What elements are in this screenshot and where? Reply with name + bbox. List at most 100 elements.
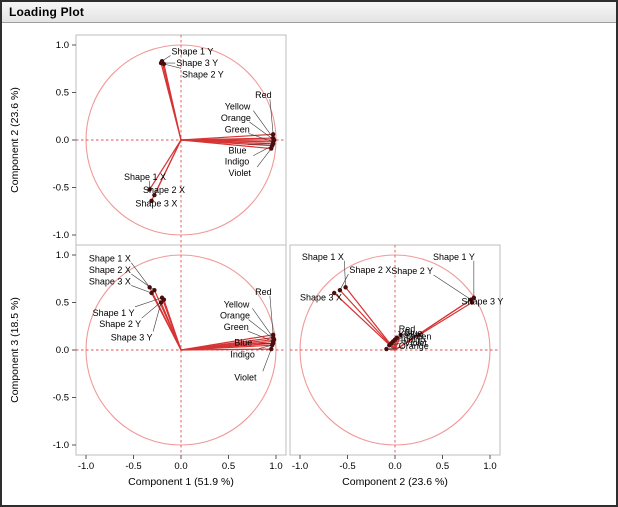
variable-label-shape-1-x[interactable]: Shape 1 X <box>302 252 344 262</box>
variable-label-shape-2-y[interactable]: Shape 2 Y <box>99 319 141 329</box>
loading-ray-shape-1-x <box>345 286 396 351</box>
panel-title: Loading Plot <box>9 5 85 19</box>
variable-label-indigo[interactable]: Indigo <box>230 350 255 360</box>
variable-label-blue[interactable]: Blue <box>405 328 423 338</box>
variable-label-shape-3-x[interactable]: Shape 3 X <box>300 293 342 303</box>
loading-point-violet[interactable] <box>384 346 389 352</box>
x-tick-label: -1.0 <box>292 461 308 472</box>
x-tick-label: -0.5 <box>339 461 355 472</box>
loading-ray-shape-2-y <box>163 299 182 351</box>
variable-label-red[interactable]: Red <box>255 287 272 297</box>
loading-point-shape-3-y[interactable] <box>158 300 164 305</box>
variable-label-orange[interactable]: Orange <box>220 311 250 321</box>
variable-label-green[interactable]: Green <box>406 332 431 342</box>
loading-ray-shape-3-x <box>151 292 182 351</box>
variable-label-yellow[interactable]: Yellow <box>398 330 424 340</box>
loading-point-indigo[interactable] <box>270 343 275 348</box>
variable-label-blue[interactable]: Blue <box>229 145 247 155</box>
variable-label-shape-2-x[interactable]: Shape 2 X <box>143 185 185 195</box>
x-axis-title: Component 1 (51.9 %) <box>128 476 234 488</box>
loading-ray-violet <box>180 139 272 150</box>
label-callout <box>131 285 152 294</box>
x-axis-title: Component 2 (23.6 %) <box>342 476 448 488</box>
label-callout <box>248 319 275 340</box>
variable-label-indigo[interactable]: Indigo <box>401 334 426 344</box>
loading-ray-shape-3-x <box>151 139 182 202</box>
y-tick-label: 0.5 <box>56 298 69 309</box>
y-tick-label: 0.0 <box>56 345 69 356</box>
variable-label-shape-3-y[interactable]: Shape 3 Y <box>176 58 218 68</box>
loading-point-shape-3-y[interactable] <box>469 300 475 305</box>
y-tick-label: 0.5 <box>56 88 69 99</box>
loading-ray-violet <box>180 348 272 351</box>
y-tick-label: -1.0 <box>53 230 69 241</box>
panel-titlebar[interactable]: Loading Plot <box>2 2 616 23</box>
loading-point-shape-2-y[interactable] <box>161 61 167 67</box>
loading-ray-shape-3-y <box>160 62 182 141</box>
label-callout <box>152 302 162 332</box>
variable-label-red[interactable]: Red <box>399 324 416 334</box>
label-callout <box>256 148 272 168</box>
variable-label-shape-3-x[interactable]: Shape 3 X <box>89 276 131 286</box>
label-callout <box>248 133 274 143</box>
variable-label-shape-2-y[interactable]: Shape 2 Y <box>182 69 224 79</box>
variable-label-red[interactable]: Red <box>255 90 272 100</box>
loading-point-orange[interactable] <box>392 337 398 342</box>
variable-label-shape-1-y[interactable]: Shape 1 Y <box>93 308 135 318</box>
variable-label-violet[interactable]: Violet <box>234 372 257 382</box>
loading-point-shape-3-x[interactable] <box>149 198 154 203</box>
loading-point-violet[interactable] <box>269 346 274 352</box>
loading-point-shape-2-y[interactable] <box>161 297 167 302</box>
variable-label-violet[interactable]: Violet <box>229 168 252 178</box>
loading-point-shape-1-x[interactable] <box>147 285 152 290</box>
label-callout <box>131 262 150 288</box>
variable-label-shape-3-x[interactable]: Shape 3 X <box>135 199 177 209</box>
label-callout <box>433 274 472 300</box>
loading-point-shape-1-x[interactable] <box>147 187 152 192</box>
variable-label-shape-2-y[interactable]: Shape 2 Y <box>391 266 433 276</box>
label-callout <box>269 295 274 335</box>
loading-point-indigo[interactable] <box>387 343 392 348</box>
variable-label-indigo[interactable]: Indigo <box>225 157 250 167</box>
loading-point-red[interactable] <box>398 332 403 337</box>
label-callout <box>386 346 404 350</box>
loading-ray-indigo <box>180 344 273 351</box>
y-tick-label: -1.0 <box>53 440 69 451</box>
loading-point-shape-2-x[interactable] <box>152 287 157 293</box>
variable-label-green[interactable]: Green <box>225 124 250 134</box>
loading-point-shape-2-x[interactable] <box>152 192 157 198</box>
variable-label-shape-3-y[interactable]: Shape 3 Y <box>462 296 504 306</box>
y-tick-label: 1.0 <box>56 250 69 261</box>
loading-point-red[interactable] <box>270 132 276 137</box>
loading-point-shape-3-x[interactable] <box>332 290 337 296</box>
loading-point-shape-2-x[interactable] <box>337 287 343 293</box>
y-tick-label: -0.5 <box>53 393 69 404</box>
loading-point-violet[interactable] <box>269 146 274 151</box>
loading-point-shape-3-x[interactable] <box>149 290 154 296</box>
variable-label-shape-2-x[interactable]: Shape 2 X <box>89 265 131 275</box>
loading-point-shape-1-x[interactable] <box>343 285 348 290</box>
x-tick-label: 0.5 <box>436 461 449 472</box>
loading-plot-matrix: Shape 1 Y Shape 3 Y Shape 2 Y Red Yellow Oran… <box>2 23 616 505</box>
variable-label-shape-3-y[interactable]: Shape 3 Y <box>111 333 153 343</box>
variable-label-yellow[interactable]: Yellow <box>224 299 250 309</box>
label-callout <box>253 145 273 156</box>
variable-label-shape-1-y[interactable]: Shape 1 Y <box>433 252 475 262</box>
loading-ray-shape-1-x <box>149 139 182 190</box>
variable-label-violet[interactable]: Violet <box>405 338 428 348</box>
label-callout <box>262 348 272 372</box>
variable-label-orange[interactable]: Orange <box>221 113 251 123</box>
variable-label-orange[interactable]: Orange <box>399 341 429 351</box>
variable-label-shape-2-x[interactable]: Shape 2 X <box>349 265 391 275</box>
variable-label-blue[interactable]: Blue <box>234 337 252 347</box>
variable-label-shape-1-x[interactable]: Shape 1 X <box>124 172 166 182</box>
loading-ray-shape-3-y <box>394 301 473 351</box>
label-callout <box>252 308 274 338</box>
variable-label-shape-1-y[interactable]: Shape 1 Y <box>172 47 214 57</box>
variable-label-green[interactable]: Green <box>224 322 249 332</box>
variable-label-shape-1-x[interactable]: Shape 1 X <box>89 254 131 264</box>
variable-label-yellow[interactable]: Yellow <box>225 102 251 112</box>
